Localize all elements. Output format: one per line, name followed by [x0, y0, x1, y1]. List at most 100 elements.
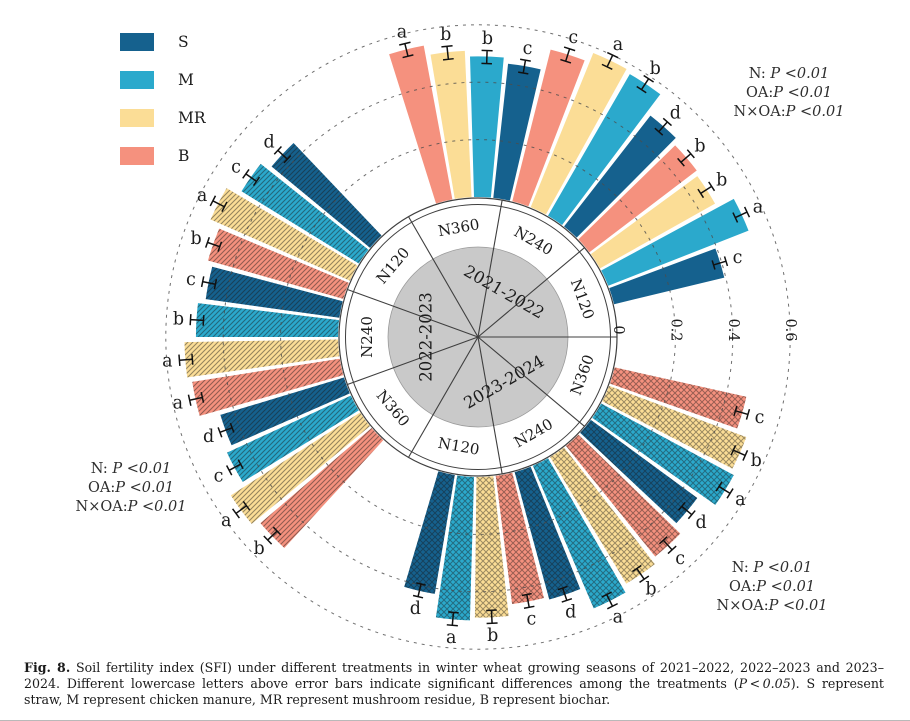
error-bar: [178, 353, 194, 367]
bar-hatch: [514, 466, 581, 600]
gridline-circle: [280, 139, 676, 535]
error-bar: [412, 582, 426, 599]
annotation-line: N: P <0.01: [91, 461, 171, 477]
sector-divider: [408, 216, 479, 338]
sector-divider: [347, 336, 479, 386]
bar-2021-2022-N360-M: [470, 56, 504, 198]
sig-letter: a: [173, 393, 183, 413]
sector-divider: [408, 336, 479, 458]
radial-tick-label: 0: [610, 325, 626, 334]
sector-divider: [347, 288, 479, 338]
bars-layer: [184, 45, 749, 621]
legend-swatch-M: [120, 71, 154, 89]
bar-hatch: [260, 428, 384, 548]
annotation-line: OA:P <0.01: [88, 480, 174, 496]
bar-hatch: [404, 471, 455, 594]
legend-swatch-MR: [120, 109, 154, 127]
sig-letter: d: [203, 427, 214, 447]
bar-hatch: [184, 339, 340, 378]
bar-hatch: [192, 358, 344, 416]
legend-item-B: B: [120, 147, 189, 165]
sig-letter: b: [487, 626, 498, 646]
n-level-label: N240: [358, 316, 376, 358]
sig-letter: a: [753, 197, 763, 217]
error-bar: [263, 526, 282, 545]
sfi-polar-bar-chart: N360 N240N1202021-2022N360N240N1202023-20…: [76, 22, 845, 650]
error-bar: [217, 422, 235, 438]
legend-item-MR: MR: [120, 109, 207, 127]
figure-caption: Fig. 8. Soil fertility index (SFI) under…: [0, 656, 910, 721]
season-2021-2022: [389, 45, 749, 305]
bar-hatch: [580, 419, 698, 524]
legend-item-M: M: [120, 71, 194, 89]
error-bar: [225, 459, 244, 476]
sig-letter: a: [162, 352, 172, 372]
error-bar: [242, 169, 261, 187]
sig-letter: b: [716, 170, 727, 190]
legend: S M MR B: [120, 33, 207, 165]
sig-letter: b: [253, 539, 264, 559]
season-2022-2023: [184, 142, 384, 548]
annotation-line: OA:P <0.01: [746, 85, 832, 101]
sig-letter: a: [397, 22, 407, 42]
bar-2021-2022-N240-M: [548, 74, 661, 226]
bar-hatch: [205, 266, 343, 318]
bar-2021-2022-N360-S: [493, 63, 541, 201]
sig-letter: d: [670, 103, 681, 123]
bar-2021-2022-N120-MR: [590, 176, 716, 269]
bar-hatch: [227, 395, 359, 482]
sig-letter: a: [221, 511, 231, 531]
error-bar: [560, 46, 576, 64]
sig-letter: b: [645, 580, 656, 600]
error-bar: [636, 74, 655, 94]
annotation-line: N×OA:P <0.01: [717, 598, 828, 614]
sig-letter: d: [410, 599, 421, 619]
annotation-top-right: N: P <0.01 OA:P <0.01 N×OA:P <0.01: [734, 66, 845, 120]
bar-hatch: [602, 385, 747, 469]
error-bar: [204, 236, 223, 252]
sector-divider: [477, 336, 503, 474]
sig-letter: c: [523, 39, 533, 59]
bar-hatch: [610, 367, 747, 429]
radial-tick-label: 0.4: [725, 318, 741, 341]
error-bar: [711, 256, 729, 270]
sig-letter: d: [263, 133, 274, 153]
sig-letter: c: [675, 549, 685, 569]
error-bar: [200, 276, 218, 290]
error-bar: [446, 611, 459, 627]
legend-label-B: B: [178, 147, 189, 165]
season-label: 2022-2023: [417, 292, 436, 382]
bar-2021-2022-N240-MR: [530, 53, 627, 215]
sig-letter: d: [565, 602, 576, 622]
sig-letter: c: [186, 270, 196, 290]
gridlines-layer: [165, 24, 791, 650]
sig-letter: a: [613, 35, 623, 55]
sig-letter: d: [695, 513, 706, 533]
bar-hatch: [271, 142, 382, 248]
error-bar: [730, 444, 749, 461]
sig-letter: a: [446, 628, 456, 648]
error-bar: [521, 592, 535, 610]
legend-swatch-S: [120, 33, 154, 51]
error-bar: [209, 195, 228, 212]
legend-label-S: S: [178, 33, 189, 51]
legend-swatch-B: [120, 147, 154, 165]
error-bar: [399, 41, 414, 59]
sector-divider: [477, 336, 585, 427]
bar-2021-2022-N120-B: [578, 145, 697, 253]
bar-hatch: [550, 447, 655, 584]
sig-letter: c: [568, 28, 578, 48]
sig-letter: c: [527, 610, 537, 630]
error-bar: [518, 58, 531, 75]
bar-2021-2022-N360-MR: [430, 50, 472, 199]
sig-letter: c: [733, 248, 743, 268]
error-bar: [481, 49, 493, 65]
error-bar: [601, 51, 619, 71]
error-bar: [231, 500, 251, 519]
sig-letter: c: [231, 157, 241, 177]
sig-letter: b: [751, 451, 762, 471]
figure-caption-text-end: ). S represent straw, M represent chicke…: [24, 676, 884, 707]
error-bar: [733, 405, 751, 420]
